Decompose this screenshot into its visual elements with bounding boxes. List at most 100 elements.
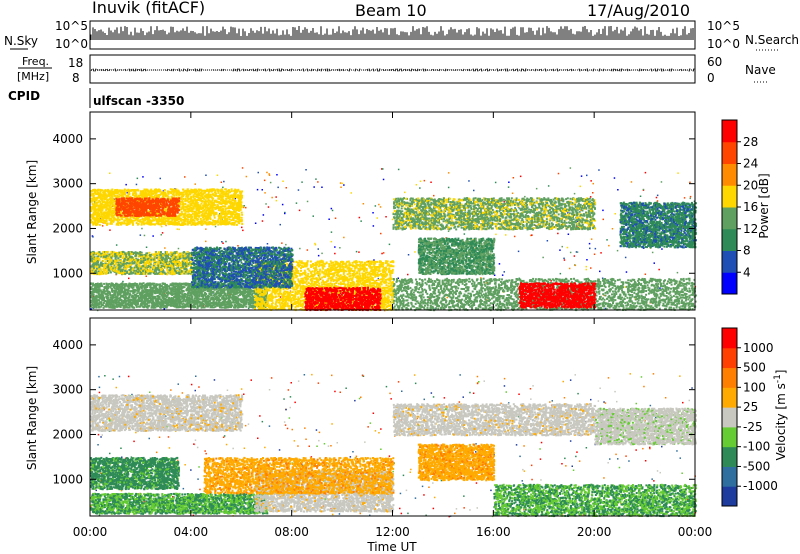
echo-speckle	[389, 244, 391, 246]
echo-speckle	[590, 180, 592, 182]
echo-speckle	[257, 189, 259, 191]
echo-speckle	[608, 245, 610, 247]
echo-speckle	[160, 178, 162, 180]
echo-cell	[235, 192, 237, 194]
echo-cell	[190, 196, 192, 198]
echo-speckle	[265, 203, 267, 205]
echo-cell	[111, 195, 113, 197]
echo-cell	[195, 223, 197, 225]
echo-cell	[187, 214, 189, 216]
echo-speckle	[246, 176, 248, 178]
echo-speckle	[548, 185, 550, 187]
freq-right-tick-bottom: 0	[707, 71, 715, 85]
freq-mark	[335, 70, 336, 71]
freq-left-tick-top: 18	[68, 56, 83, 70]
freq-mark	[153, 70, 154, 71]
echo-cell	[143, 208, 145, 210]
echo-speckle	[495, 234, 497, 236]
freq-mark	[333, 70, 334, 71]
echo-speckle	[342, 183, 344, 185]
echo-speckle	[677, 272, 679, 274]
echo-speckle	[557, 233, 559, 235]
echo-cell	[239, 205, 241, 207]
echo-speckle	[430, 182, 432, 184]
echo-speckle	[593, 183, 595, 185]
echo-cell	[109, 204, 111, 206]
echo-cell	[118, 211, 120, 213]
echo-cell	[174, 199, 176, 201]
echo-cell	[140, 194, 142, 196]
echo-speckle	[385, 216, 387, 218]
echo-cell	[188, 193, 190, 195]
echo-speckle	[264, 180, 266, 182]
echo-cell	[226, 207, 228, 209]
echo-cell	[125, 217, 127, 219]
echo-cell	[195, 203, 197, 205]
echo-cell	[95, 203, 97, 205]
echo-speckle	[645, 172, 647, 174]
echo-cell	[139, 221, 141, 223]
echo-cell	[228, 191, 230, 193]
echo-cell	[204, 190, 206, 192]
echo-speckle	[468, 180, 470, 182]
echo-cell	[129, 211, 131, 213]
freq-mark	[471, 70, 472, 71]
echo-speckle	[221, 182, 223, 184]
echo-speckle	[404, 192, 406, 194]
echo-speckle	[559, 249, 561, 251]
echo-cell	[186, 206, 188, 208]
echo-cell	[129, 214, 131, 216]
echo-cell	[94, 211, 96, 213]
echo-cell	[194, 211, 196, 213]
echo-speckle	[589, 243, 591, 245]
echo-cell	[136, 198, 138, 200]
echo-speckle	[184, 176, 186, 178]
echo-cell	[111, 212, 113, 214]
echo-cell	[198, 215, 200, 217]
echo-cell	[225, 210, 227, 212]
echo-cell	[169, 202, 171, 204]
echo-cell	[148, 198, 150, 200]
cpid-value: ulfscan -3350	[93, 94, 184, 108]
echo-speckle	[424, 180, 426, 182]
echo-speckle	[122, 281, 124, 283]
echo-cell	[158, 194, 160, 196]
echo-cell	[185, 198, 187, 200]
echo-cell	[238, 213, 240, 215]
echo-speckle	[594, 254, 596, 256]
echo-cell	[173, 195, 175, 197]
echo-cell	[175, 193, 177, 195]
echo-cell	[132, 224, 134, 226]
echo-cell	[230, 196, 232, 198]
echo-speckle	[656, 197, 658, 199]
echo-cell	[228, 189, 230, 191]
echo-cell	[151, 202, 153, 204]
echo-speckle	[356, 251, 358, 253]
echo-cell	[194, 217, 196, 219]
echo-cell	[163, 221, 165, 223]
echo-cell	[234, 211, 236, 213]
echo-cell	[225, 198, 227, 200]
echo-cell	[175, 208, 177, 210]
echo-speckle	[625, 257, 627, 259]
echo-speckle	[473, 190, 475, 192]
echo-cell	[212, 210, 214, 212]
echo-cell	[188, 210, 190, 212]
echo-cell	[197, 199, 199, 201]
echo-cell	[222, 195, 224, 197]
echo-cell	[113, 208, 115, 210]
freq-mark	[459, 70, 460, 71]
freq-mark	[605, 70, 606, 71]
echo-cell	[108, 195, 110, 197]
echo-cell	[161, 211, 163, 213]
echo-cell	[186, 208, 188, 210]
echo-speckle	[547, 240, 549, 242]
echo-speckle	[271, 197, 273, 199]
echo-cell	[183, 219, 185, 221]
echo-cell	[233, 207, 235, 209]
echo-cell	[189, 203, 191, 205]
echo-speckle	[408, 254, 410, 256]
echo-cell	[123, 223, 125, 225]
echo-cell	[198, 189, 200, 191]
echo-cell	[200, 218, 202, 220]
